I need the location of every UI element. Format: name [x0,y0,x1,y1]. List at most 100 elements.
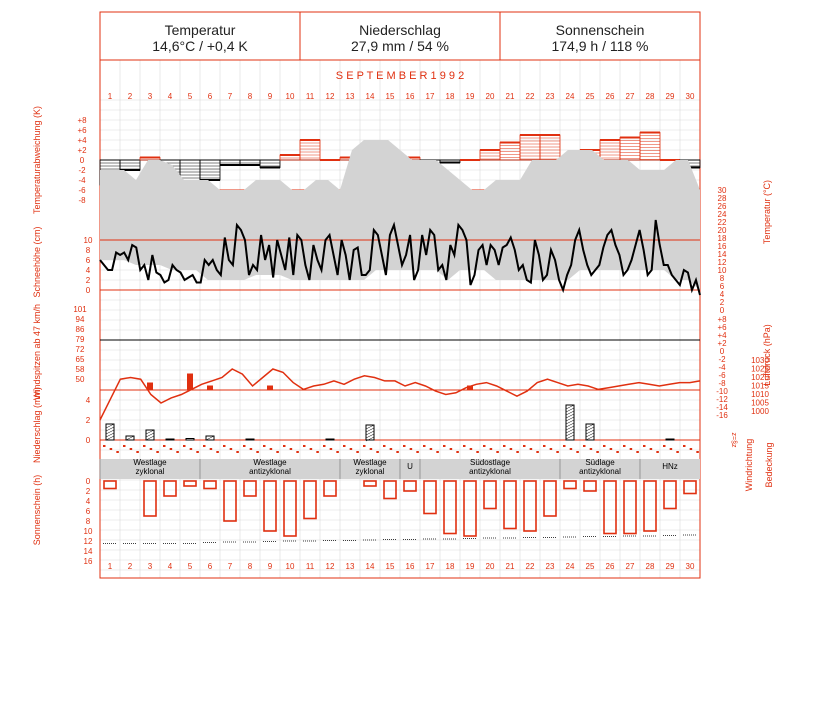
wind-direction-dot [616,451,619,453]
day-label-top: 6 [208,92,213,101]
precip-hatch [565,407,575,413]
sunshine-bar [143,480,157,517]
wind-direction-dot [396,451,399,453]
day-label-top: 27 [626,92,635,101]
wind-direction-dot [636,451,639,453]
weather-type-label: Westlage [253,458,287,467]
wind-direction-dot [589,448,593,450]
sunshine-bar [463,480,477,537]
weather-type-label: Südlage [585,458,615,467]
pressure-tick: 1020 [751,373,769,382]
temperature-summary-label: Temperatur [164,22,236,38]
anomaly-tick: +4 [77,136,87,145]
wind-direction-dot [343,445,346,447]
day-label-bottom: 13 [346,562,355,571]
day-label-bottom: 16 [406,562,415,571]
wind-right-tick: -12 [716,395,728,404]
wind-direction-dot [643,445,646,447]
day-label-top: 28 [646,92,655,101]
precipitation-summary-label: Niederschlag [359,22,441,38]
temp-tick: 10 [718,266,727,275]
wind-direction-dot [323,445,326,447]
precip-hatch [105,423,115,429]
day-label-bottom: 18 [446,562,455,571]
wind-direction-dot [556,451,559,453]
wind-direction-dot [256,451,259,453]
snow-tick: 6 [86,256,91,265]
temp-tick: 6 [720,282,725,291]
wind-direction-label: Windrichtung [744,439,754,492]
day-label-bottom: 17 [426,562,435,571]
temp-tick: 24 [718,210,727,219]
pressure-tick: 1010 [751,390,769,399]
day-label-bottom: 25 [586,562,595,571]
sun-tick: 6 [86,507,91,516]
wind-direction-dot [429,448,433,450]
precip-hatch [365,433,375,439]
anomaly-ylabel: Temperaturabweichung (K) [32,106,42,214]
snow-tick: 8 [86,246,91,255]
day-label-bottom: 22 [526,562,535,571]
wind-direction-dot [669,448,673,450]
precipitation-summary-value: 27,9 mm / 54 % [350,38,450,54]
wind-direction-dot [176,451,179,453]
day-label-bottom: 30 [686,562,695,571]
day-label-top: 2 [128,92,133,101]
wind-direction-dot [329,448,333,450]
wind-direction-dot [496,451,499,453]
sunshine-summary-value: 174,9 h / 118 % [551,38,649,54]
wind-right-tick: -2 [718,355,726,364]
wind-direction-dot [296,451,299,453]
day-label-bottom: 27 [626,562,635,571]
precip-hatch [145,435,155,441]
anomaly-tick: -8 [78,196,86,205]
day-label-top: 8 [248,92,253,101]
sunshine-bar [543,480,557,517]
precip-hatch [585,423,595,429]
wind-right-tick: +4 [717,331,727,340]
wind-direction-dot [129,448,133,450]
snow-tick: 10 [84,236,93,245]
wind-direction-dot [336,451,339,453]
wind-direction-dot [189,448,193,450]
day-label-bottom: 21 [506,562,515,571]
precip-hatch [565,404,575,410]
pressure-curve [99,368,701,421]
temperature-curve [99,219,701,296]
pressure-tick: 1000 [751,407,769,416]
wind-ylabel: Windspitzen ab 47 km/h [32,304,42,400]
temp-tick: 8 [720,274,725,283]
wind-direction-dot [503,445,506,447]
wind-right-tick: +6 [717,323,727,332]
temp-tick: 22 [718,218,727,227]
precip-bar [165,438,175,441]
sunshine-bar [683,480,697,495]
wind-direction-dot [149,448,153,450]
anomaly-tick: -2 [78,166,86,175]
wind-direction-dot [236,451,239,453]
wind-direction-dot [283,445,286,447]
wind-direction-dot [489,448,493,450]
wind-direction-dot [696,451,699,453]
sun-tick: 4 [86,497,91,506]
day-label-top: 7 [228,92,233,101]
wind-direction-dot [263,445,266,447]
day-label-top: 11 [306,92,315,101]
day-label-bottom: 7 [228,562,233,571]
temp-tick: 30 [718,186,727,195]
anomaly-bar [259,159,281,168]
wind-direction-dot [549,448,553,450]
day-label-bottom: 29 [666,562,675,571]
wind-direction-dot [216,451,219,453]
wind-gust-bar [187,373,193,390]
dir-legend: z=§z [730,433,737,448]
temp-tick: 12 [718,258,727,267]
precip-hatch [565,416,575,422]
day-label-bottom: 24 [566,562,575,571]
wind-direction-dot [383,445,386,447]
wind-direction-dot [303,445,306,447]
pressure-tick: 1025 [751,365,769,374]
anomaly-tick: +6 [77,126,87,135]
day-label-top: 21 [506,92,515,101]
sunshine-bar [163,480,177,497]
